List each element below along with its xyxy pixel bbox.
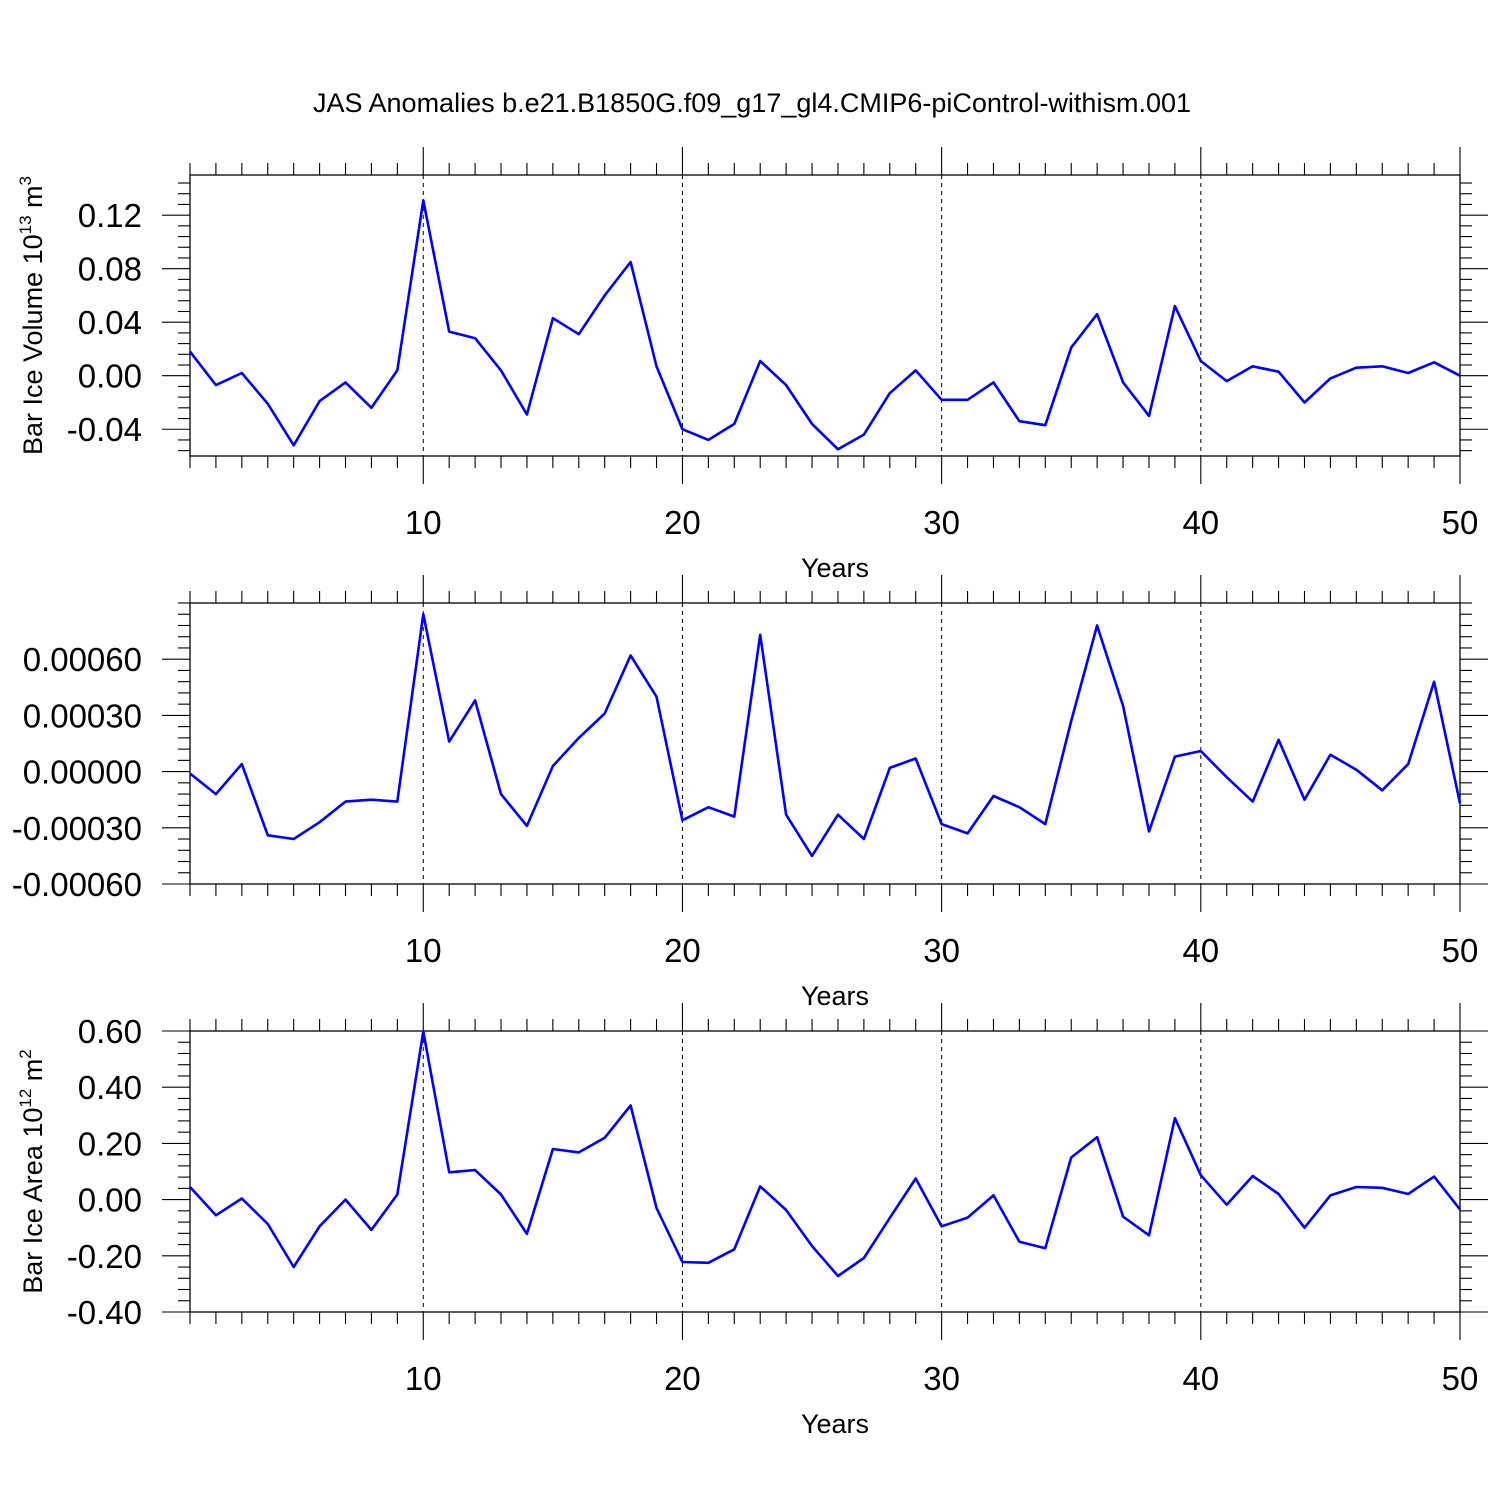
- area-x-axis-label: Years: [801, 1409, 869, 1439]
- panel-ice-area: 10 20 30 40 50 -0.40 -0.20 0.00 0.20 0.40 0.60 Year…: [16, 1003, 1488, 1439]
- area-y-tick-label: 0.40: [78, 1069, 142, 1106]
- area-series-line: [189, 1030, 1462, 1278]
- middle-x-tick-label: 50: [1442, 932, 1479, 969]
- middle-y-tick-label: -0.00060: [12, 866, 142, 903]
- middle-y-tick-label: -0.00030: [12, 810, 142, 847]
- volume-y-axis-label: Bar Ice Volume 1013 m3: [16, 176, 48, 455]
- area-x-tick-label: 40: [1182, 1360, 1219, 1397]
- middle-x-tick-label: 20: [664, 932, 701, 969]
- volume-y-tick-label: 0.04: [78, 304, 142, 341]
- middle-x-tick-label: 40: [1182, 932, 1219, 969]
- panel-ice-volume: 10 20 30 40 50 -0.04 0.00 0.04 0.08 0.12 Years Bar …: [16, 147, 1488, 583]
- volume-x-tick-label: 10: [405, 504, 442, 541]
- middle-x-tick-label: 10: [405, 932, 442, 969]
- area-y-tick-label: 0.00: [78, 1182, 142, 1219]
- area-y-tick-label: -0.40: [67, 1294, 142, 1331]
- volume-x-tick-label: 40: [1182, 504, 1219, 541]
- volume-y-tick-label: 0.12: [78, 197, 142, 234]
- area-y-axis-label: Bar Ice Area 1012 m2: [16, 1049, 48, 1294]
- volume-series-line: [188, 199, 1461, 451]
- area-y-tick-label: 0.20: [78, 1125, 142, 1162]
- volume-y-tick-label: 0.00: [78, 358, 142, 395]
- area-x-tick-label: 20: [664, 1360, 701, 1397]
- middle-series-line: [189, 612, 1462, 858]
- area-y-tick-label: -0.20: [67, 1238, 142, 1275]
- chart-title: JAS Anomalies b.e21.B1850G.f09_g17_gl4.C…: [313, 88, 1191, 118]
- volume-x-tick-label: 50: [1442, 504, 1479, 541]
- middle-y-tick-label: 0.00060: [23, 641, 142, 678]
- middle-y-tick-label: 0.00030: [23, 697, 142, 734]
- area-x-tick-label: 10: [405, 1360, 442, 1397]
- volume-x-axis-label: Years: [801, 553, 869, 583]
- middle-x-axis-label: Years: [801, 981, 869, 1011]
- volume-y-tick-label: 0.08: [78, 251, 142, 288]
- area-x-tick-label: 30: [923, 1360, 960, 1397]
- middle-plot-frame: [189, 602, 1461, 885]
- middle-y-tick-label: 0.00000: [23, 754, 142, 791]
- volume-x-tick-label: 30: [923, 504, 960, 541]
- middle-x-tick-label: 30: [923, 932, 960, 969]
- panel-middle: 10 20 30 40 50 -0.00060 -0.00030 0.00000 0.00030…: [12, 575, 1488, 1011]
- volume-x-tick-label: 20: [664, 504, 701, 541]
- area-x-tick-label: 50: [1442, 1360, 1479, 1397]
- volume-plot-frame: [189, 174, 1461, 457]
- area-plot-frame: [189, 1030, 1461, 1313]
- volume-y-tick-label: -0.04: [67, 411, 142, 448]
- area-y-tick-label: 0.60: [78, 1013, 142, 1050]
